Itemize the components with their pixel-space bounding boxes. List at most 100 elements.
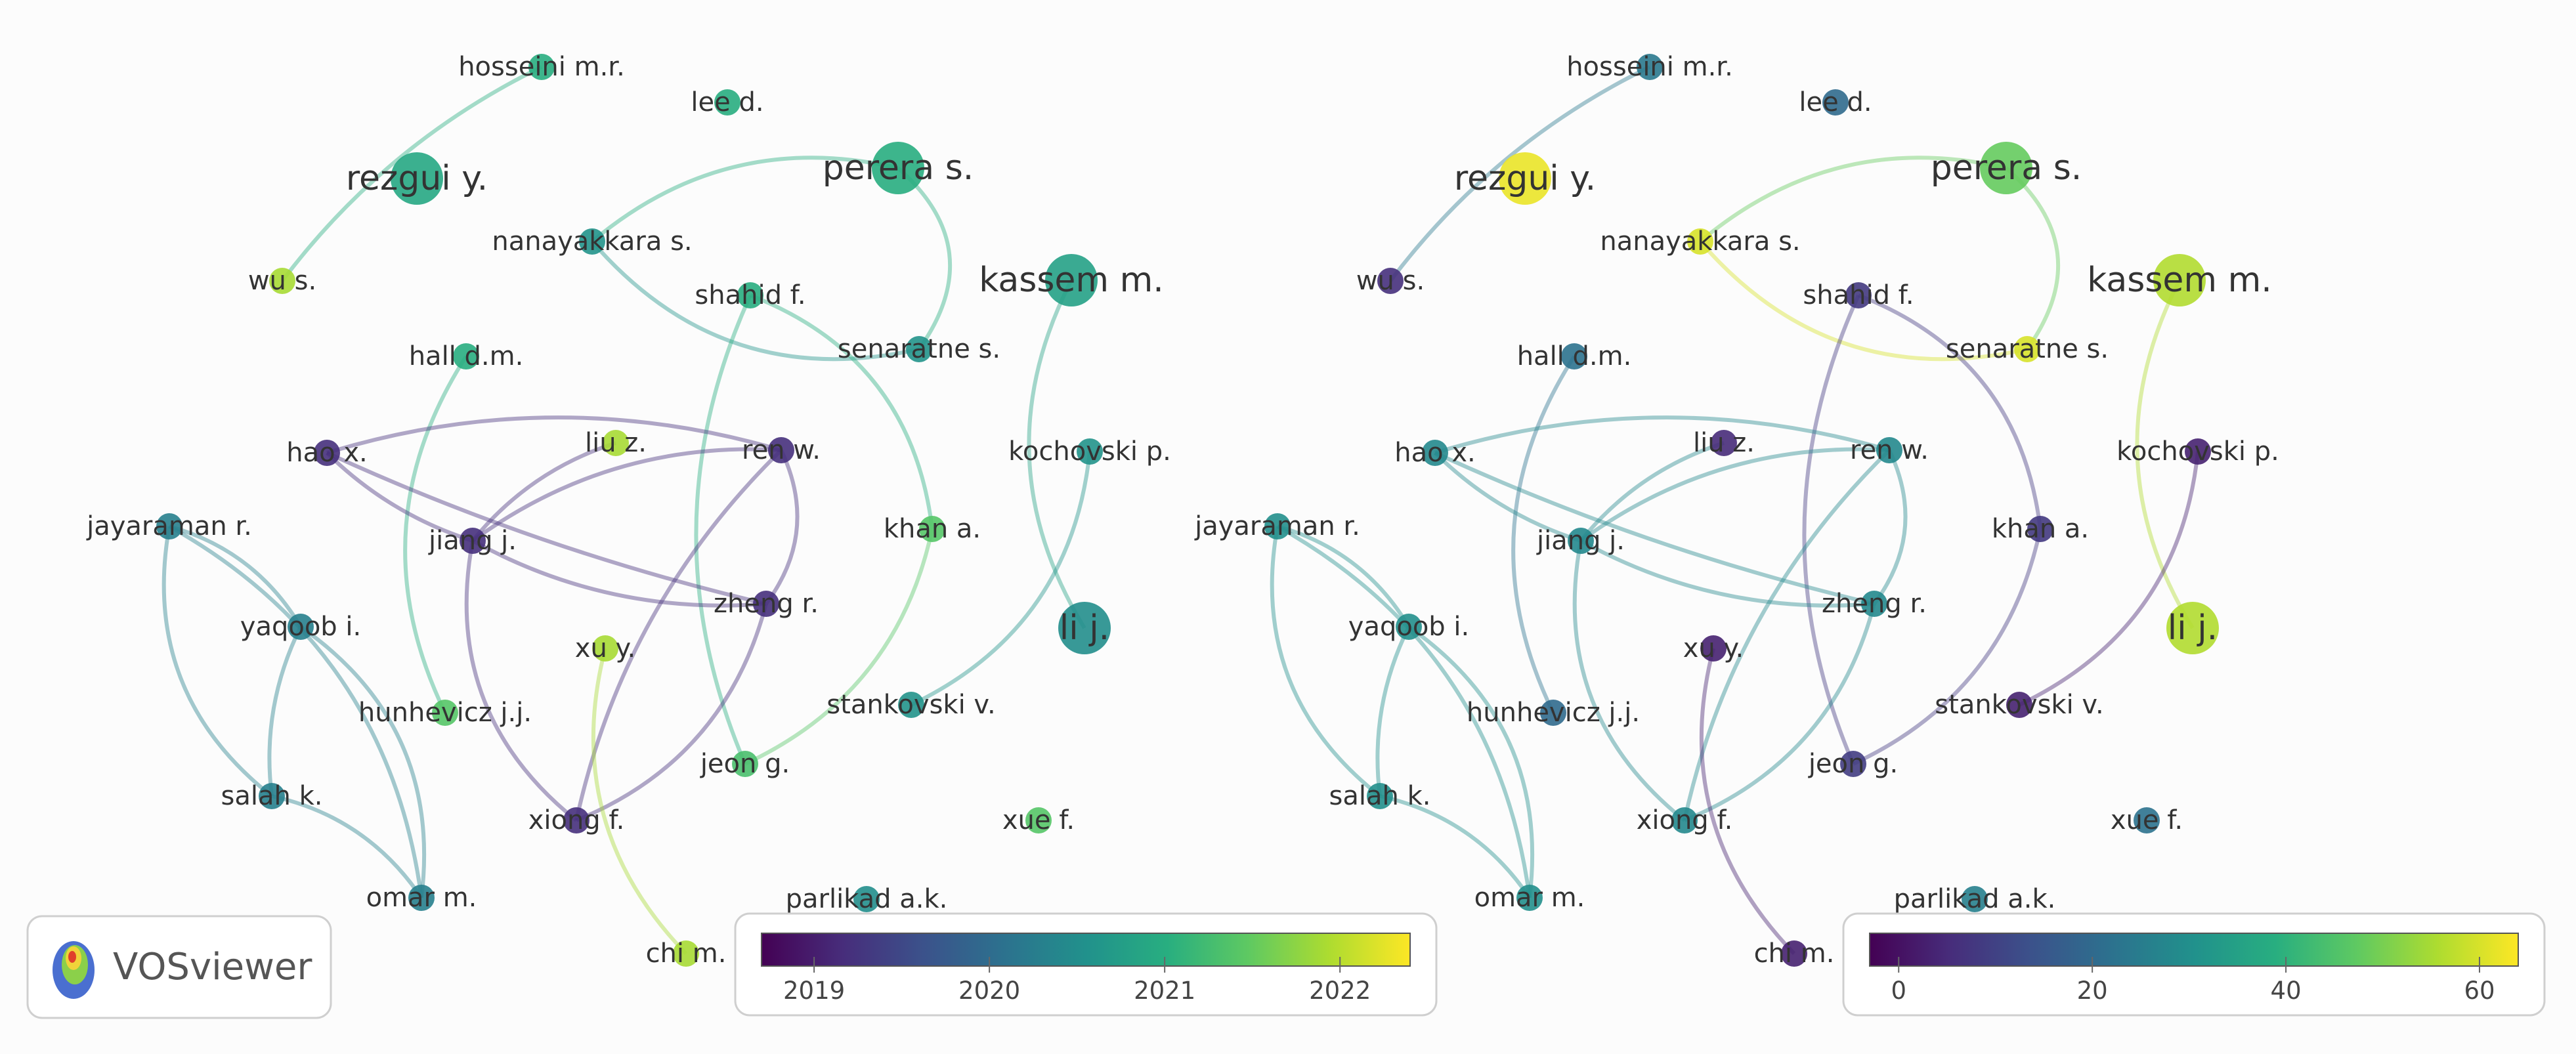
colorbar-tick-label: 0 bbox=[1891, 977, 1906, 1005]
node-perera[interactable] bbox=[872, 142, 924, 194]
node-liu[interactable] bbox=[603, 430, 629, 456]
node-jeon[interactable] bbox=[732, 751, 758, 777]
node-stankovski[interactable] bbox=[2006, 692, 2032, 718]
link-kassem-li bbox=[2135, 279, 2195, 629]
node-label-nanayakkara: nanayakkara s. bbox=[492, 226, 692, 257]
node-omar[interactable] bbox=[1516, 885, 1543, 911]
node-nanayakkara[interactable] bbox=[1687, 228, 1713, 255]
node-kochovski[interactable] bbox=[1077, 438, 1103, 465]
node-label-jayaraman: jayaraman r. bbox=[1194, 511, 1360, 541]
node-jiang[interactable] bbox=[1568, 528, 1594, 554]
node-ren[interactable] bbox=[1876, 437, 1902, 463]
node-wu[interactable] bbox=[269, 268, 295, 294]
link-salah-omar bbox=[1379, 794, 1532, 899]
node-label-jiang: jiang j. bbox=[428, 526, 517, 556]
node-label-xu: xu y. bbox=[575, 633, 635, 664]
node-hall[interactable] bbox=[453, 343, 479, 369]
node-label-lee: lee d. bbox=[1799, 87, 1872, 117]
color-legend: 0 20 40 60 bbox=[1842, 912, 2546, 1017]
node-xiong[interactable] bbox=[1671, 807, 1698, 833]
node-lee[interactable] bbox=[1822, 89, 1849, 116]
node-label-jeon: jeon g. bbox=[700, 749, 790, 779]
node-kassem[interactable] bbox=[2153, 254, 2206, 306]
node-chi[interactable] bbox=[673, 940, 699, 967]
node-label-parlikad: parlikad a.k. bbox=[786, 884, 948, 914]
node-zheng[interactable] bbox=[753, 591, 779, 617]
link-ren-xiong bbox=[574, 448, 783, 821]
node-liu[interactable] bbox=[1711, 430, 1737, 456]
node-senaratne[interactable] bbox=[906, 336, 932, 362]
color-legend: 2019 2020 2021 2022 bbox=[734, 912, 1438, 1017]
node-stankovski[interactable] bbox=[898, 692, 924, 718]
node-xiong[interactable] bbox=[563, 807, 590, 833]
link-perera-nanayakkara bbox=[591, 156, 899, 243]
node-hosseini[interactable] bbox=[528, 54, 555, 80]
node-xu[interactable] bbox=[592, 635, 618, 662]
node-label-hunhevicz: hunhevicz j.j. bbox=[1467, 698, 1640, 728]
node-xue[interactable] bbox=[1025, 807, 1052, 833]
node-label-ren: ren w. bbox=[742, 435, 821, 465]
link-perera-nanayakkara bbox=[1699, 156, 2007, 243]
node-shahid[interactable] bbox=[1845, 282, 1872, 308]
colorbar bbox=[1869, 933, 2519, 967]
node-yaqoob[interactable] bbox=[288, 614, 314, 640]
node-zheng[interactable] bbox=[1861, 591, 1887, 617]
node-xu[interactable] bbox=[1700, 635, 1727, 662]
colorbar-tick-label: 2022 bbox=[1309, 977, 1371, 1005]
node-li[interactable] bbox=[2166, 602, 2219, 654]
node-khan[interactable] bbox=[919, 516, 945, 542]
node-rezgui[interactable] bbox=[391, 152, 443, 205]
node-jayaraman[interactable] bbox=[1264, 513, 1291, 539]
node-hunhevicz[interactable] bbox=[1540, 700, 1566, 726]
node-parlikad[interactable] bbox=[1962, 886, 1988, 912]
link-jiang-xiong bbox=[464, 540, 578, 822]
node-label-salah: salah k. bbox=[221, 781, 323, 811]
node-shahid[interactable] bbox=[737, 282, 763, 308]
node-label-wu: wu s. bbox=[248, 266, 316, 296]
node-label-hao: hao x. bbox=[286, 438, 367, 468]
link-shahid-khan bbox=[1857, 293, 2042, 530]
node-perera[interactable] bbox=[1980, 142, 2032, 194]
node-label-chi: chi m. bbox=[646, 938, 727, 969]
node-label-stankovski: stankovski v. bbox=[1935, 690, 2103, 720]
vosviewer-logo: VOSviewer bbox=[26, 915, 332, 1019]
node-layer bbox=[156, 54, 1111, 967]
node-jeon[interactable] bbox=[1840, 751, 1866, 777]
node-parlikad[interactable] bbox=[853, 886, 880, 912]
node-kassem[interactable] bbox=[1045, 254, 1098, 306]
node-yaqoob[interactable] bbox=[1396, 614, 1422, 640]
node-label-omar: omar m. bbox=[366, 883, 477, 913]
node-label-rezgui: rezgui y. bbox=[346, 159, 488, 198]
node-label-jayaraman: jayaraman r. bbox=[86, 511, 252, 541]
node-hosseini[interactable] bbox=[1637, 54, 1663, 80]
node-li[interactable] bbox=[1058, 602, 1111, 654]
node-salah[interactable] bbox=[1367, 783, 1393, 809]
link-zheng-xiong bbox=[1683, 603, 1876, 822]
node-layer bbox=[1264, 54, 2219, 967]
node-senaratne[interactable] bbox=[2014, 336, 2040, 362]
node-wu[interactable] bbox=[1377, 268, 1404, 294]
link-jiang-xiong bbox=[1572, 540, 1686, 822]
node-chi[interactable] bbox=[1781, 940, 1807, 967]
node-kochovski[interactable] bbox=[2185, 438, 2211, 465]
node-label-hosseini: hosseini m.r. bbox=[458, 52, 625, 82]
node-jayaraman[interactable] bbox=[156, 513, 182, 539]
node-xue[interactable] bbox=[2134, 807, 2160, 833]
node-label-xue: xue f. bbox=[1002, 805, 1075, 835]
node-rezgui[interactable] bbox=[1499, 152, 1551, 205]
node-lee[interactable] bbox=[714, 89, 741, 116]
node-khan[interactable] bbox=[2027, 516, 2053, 542]
node-omar[interactable] bbox=[408, 885, 435, 911]
node-label-perera: perera s. bbox=[823, 148, 974, 188]
node-label-liu: liu z. bbox=[585, 428, 647, 458]
node-ren[interactable] bbox=[768, 437, 794, 463]
node-hao[interactable] bbox=[1422, 440, 1448, 466]
link-xu-chi bbox=[1699, 648, 1796, 956]
node-hunhevicz[interactable] bbox=[432, 700, 458, 726]
node-hall[interactable] bbox=[1561, 343, 1587, 369]
node-nanayakkara[interactable] bbox=[579, 228, 605, 255]
node-hao[interactable] bbox=[314, 440, 340, 466]
node-label-omar: omar m. bbox=[1474, 883, 1585, 913]
node-salah[interactable] bbox=[259, 783, 285, 809]
node-jiang[interactable] bbox=[460, 528, 486, 554]
